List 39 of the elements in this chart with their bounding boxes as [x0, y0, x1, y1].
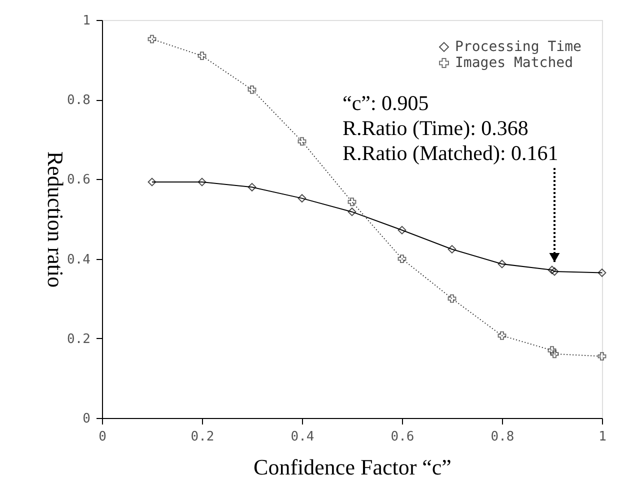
- y-tick-label: 0.2: [67, 332, 90, 347]
- point: [398, 226, 406, 234]
- point: [348, 198, 356, 206]
- x-axis-title: Confidence Factor “c”: [254, 454, 452, 480]
- legend-label: Images Matched: [455, 55, 574, 71]
- point: [448, 245, 456, 254]
- y-tick-label: 0.8: [67, 93, 90, 108]
- point: [598, 352, 606, 361]
- point: [148, 178, 156, 186]
- point: [148, 34, 156, 44]
- y-tick-label: 0.6: [67, 172, 90, 188]
- point: [198, 178, 206, 186]
- point: [548, 346, 556, 355]
- annotation: “c”: 0.905 R.Ratio (Time): 0.368 R.Ratio (Matched): 0.161: [342, 91, 558, 165]
- point: [298, 137, 306, 146]
- y-tick-label: 0: [82, 412, 90, 426]
- point: [398, 254, 406, 264]
- y-axis-title: Reduction ratio: [43, 151, 68, 288]
- point: [248, 85, 256, 94]
- legend-label: Processing Time: [455, 39, 582, 55]
- x-tick-label: 0.6: [390, 430, 414, 444]
- point: [548, 266, 556, 274]
- point: [498, 260, 506, 268]
- point: [248, 182, 256, 192]
- point: [298, 194, 306, 203]
- x-tick-label: 0.8: [490, 430, 514, 444]
- x-tick-label: 1: [598, 430, 606, 444]
- x-tick-label: 0.2: [190, 430, 214, 444]
- point: [598, 268, 606, 277]
- y-tick-label: 0.4: [67, 252, 91, 268]
- point: [448, 294, 456, 303]
- point: [550, 350, 559, 358]
- point: [550, 267, 559, 276]
- x-tick-label: 0.4: [290, 430, 314, 444]
- point: [348, 208, 356, 216]
- point: [498, 331, 506, 340]
- point: [198, 52, 206, 60]
- y-tick-label: 1: [82, 14, 90, 28]
- x-tick-label: 0: [98, 430, 106, 444]
